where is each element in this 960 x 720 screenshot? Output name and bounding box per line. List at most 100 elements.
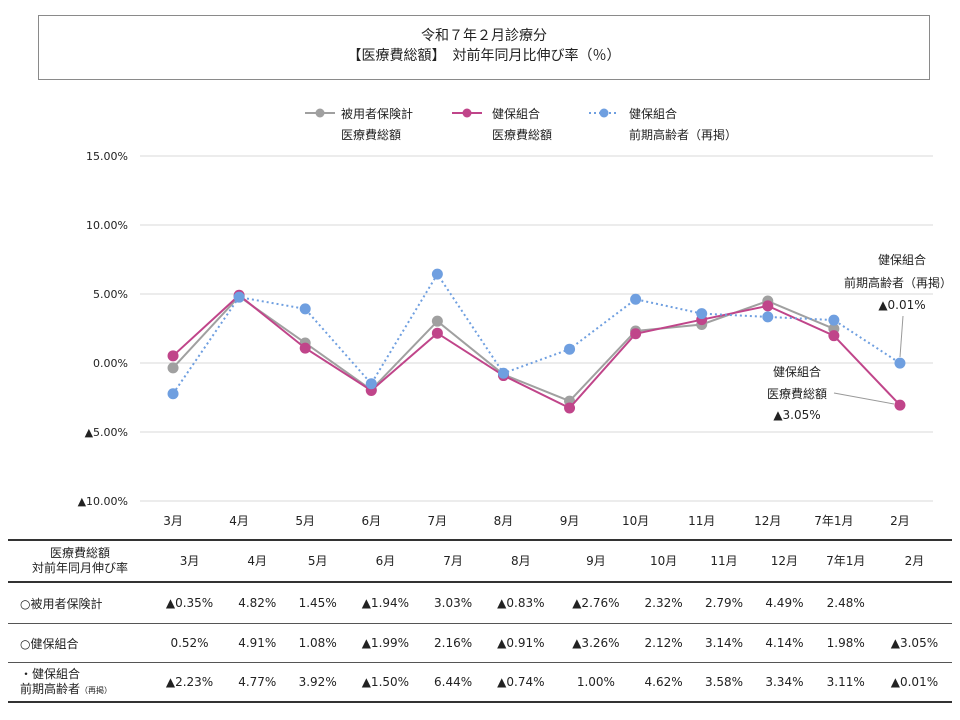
y-tick-label: 0.00%: [93, 357, 128, 370]
data-table: 医療費総額 対前年同月伸び率 3月 4月 5月 6月 7月 8月 9月 10月 …: [8, 539, 952, 703]
table-cell: 4.62%: [633, 662, 694, 703]
line-chart: 被用者保険計 医療費総額 健保組合 医療費総額 健保組合 前期高齢者（再掲） 1…: [78, 106, 952, 528]
table-cell: [876, 582, 952, 624]
table-col-header: 11月: [693, 539, 755, 583]
table-cell: 4.49%: [754, 582, 815, 624]
annotation-elderly-line3: ▲0.01%: [878, 298, 925, 312]
x-tick-label: 6月: [361, 514, 381, 528]
x-tick-label: 10月: [622, 514, 649, 528]
data-point: [630, 328, 642, 340]
table-cell: 4.14%: [754, 623, 815, 663]
table-cell: 2.79%: [693, 582, 755, 624]
data-point: [630, 293, 642, 305]
table-header-label-line1: 医療費総額: [49, 546, 110, 560]
table-cell: 4.77%: [227, 662, 288, 703]
table-col-header: 12月: [754, 539, 815, 583]
table-row-label-line2-main: 前期高齢者: [20, 681, 81, 696]
x-tick-label: 8月: [494, 514, 514, 528]
table-cell: 3.11%: [814, 662, 877, 703]
table-cell: ▲0.35%: [152, 582, 228, 624]
table-cell: 1.45%: [287, 582, 348, 624]
x-tick-label: 12月: [754, 514, 781, 528]
table-cell: 3.92%: [287, 662, 348, 703]
table-header-row: 医療費総額 対前年同月伸び率 3月 4月 5月 6月 7月 8月 9月 10月 …: [8, 539, 952, 583]
data-point: [365, 378, 377, 390]
table-header-label-line2: 対前年同月伸び率: [31, 561, 128, 575]
data-point: [828, 330, 840, 342]
legend-label-2-line2: 前期高齢者（再掲）: [629, 127, 737, 142]
legend-marker-2: [599, 108, 609, 118]
y-tick-label: 5.00%: [93, 288, 128, 301]
x-tick-label: 5月: [295, 514, 315, 528]
data-point: [431, 327, 443, 339]
y-tick-label: ▲5.00%: [85, 426, 128, 439]
series-line-2: [172, 272, 901, 395]
x-tick-label: 9月: [560, 514, 580, 528]
y-tick-label: ▲10.00%: [78, 495, 128, 508]
series-line-1: [172, 293, 901, 410]
table-cell: 3.14%: [693, 623, 755, 663]
table-col-header: 9月: [558, 539, 634, 583]
table-cell: 3.58%: [693, 662, 755, 703]
table-row-label-line2: 前期高齢者（再掲）: [20, 682, 152, 698]
table-row-label-line1: ・健保組合: [20, 666, 81, 681]
series-group: [167, 268, 906, 414]
table-row-label-small: （再掲）: [80, 685, 113, 695]
series-1: [167, 289, 906, 414]
data-point: [564, 343, 576, 355]
table-cell: ▲0.91%: [483, 623, 559, 663]
table-cell: ▲0.83%: [483, 582, 559, 624]
table-cell: 4.82%: [227, 582, 288, 624]
annotation-total-line2: 医療費総額: [767, 386, 827, 401]
table-cell: 1.98%: [814, 623, 877, 663]
table-col-header: 10月: [633, 539, 694, 583]
y-tick-label: 10.00%: [86, 219, 128, 232]
table-cell: 2.32%: [633, 582, 694, 624]
annotation-total-line1: 健保組合: [773, 364, 821, 379]
table-cell: ▲1.99%: [347, 623, 423, 663]
data-point: [696, 308, 708, 320]
annotations: 健保組合 前期高齢者（再掲） ▲0.01% 健保組合 医療費総額 ▲3.05%: [767, 252, 952, 422]
table-row: ○被用者保険計 ▲0.35% 4.82% 1.45% ▲1.94% 3.03% …: [8, 582, 952, 624]
table-col-header: 2月: [876, 539, 952, 583]
x-tick-label: 11月: [688, 514, 715, 528]
legend-marker-1: [462, 108, 472, 118]
data-point: [167, 362, 179, 374]
table-row-label: ○被用者保険計: [8, 582, 152, 624]
table-col-header: 8月: [483, 539, 559, 583]
table-cell: 0.52%: [152, 623, 228, 663]
table-row-label: ・健保組合 前期高齢者（再掲）: [8, 662, 152, 703]
annotation-elderly-line1: 健保組合: [878, 252, 926, 267]
table-cell: 4.91%: [227, 623, 288, 663]
table-col-header: 5月: [287, 539, 348, 583]
data-point: [167, 350, 179, 362]
table-cell: 6.44%: [422, 662, 484, 703]
data-point: [299, 303, 311, 315]
legend-label-1-line2: 医療費総額: [492, 127, 552, 142]
table-row-label: ○健保組合: [8, 623, 152, 663]
y-axis-tick-labels: 15.00% 10.00% 5.00% 0.00% ▲5.00% ▲10.00%: [78, 150, 128, 508]
data-point: [431, 268, 443, 280]
data-point: [299, 342, 311, 354]
series-2: [167, 268, 906, 400]
table-cell: ▲1.50%: [347, 662, 423, 703]
table-cell: 2.12%: [633, 623, 694, 663]
table-cell: 1.08%: [287, 623, 348, 663]
data-point: [894, 399, 906, 411]
y-tick-label: 15.00%: [86, 150, 128, 163]
table-cell: 3.34%: [754, 662, 815, 703]
legend-marker-0: [315, 108, 325, 118]
annotation-total-line3: ▲3.05%: [773, 408, 820, 422]
table-cell: 2.16%: [422, 623, 484, 663]
data-point: [564, 402, 576, 414]
table-cell: ▲3.26%: [558, 623, 634, 663]
table-cell: 2.48%: [814, 582, 877, 624]
grid: [140, 155, 933, 502]
table-cell: ▲1.94%: [347, 582, 423, 624]
legend-label-0-line2: 医療費総額: [341, 127, 401, 142]
data-point: [762, 311, 774, 323]
x-tick-label: 3月: [163, 514, 183, 528]
x-axis-tick-labels: 3月 4月 5月 6月 7月 8月 9月 10月 11月 12月 7年1月 2月: [163, 514, 910, 528]
table-header-label: 医療費総額 対前年同月伸び率: [8, 539, 152, 583]
annotation-elderly-line2: 前期高齢者（再掲）: [844, 275, 952, 290]
